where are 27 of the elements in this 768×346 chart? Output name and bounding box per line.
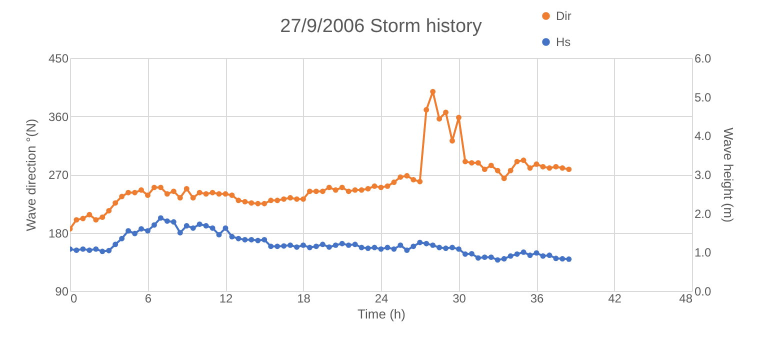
x-tick-label: 0 — [70, 292, 78, 306]
y-axis-title: Wave direction °(N) — [23, 118, 38, 232]
x-tick-label: 12 — [219, 292, 233, 306]
chart-title: 27/9/2006 Storm history — [280, 16, 482, 37]
y-tick-label: 90 — [55, 284, 69, 298]
x-tick-label: 24 — [374, 292, 388, 306]
y-tick-label: 180 — [48, 226, 69, 240]
y2-tick-label: 4.0 — [694, 129, 712, 144]
x-tick-label: 48 — [679, 292, 693, 306]
legend-label: Dir — [556, 9, 572, 23]
y2-tick-label: 2.0 — [694, 206, 712, 221]
y2-tick-label: 0.0 — [694, 284, 712, 298]
y2-tick-label: 3.0 — [694, 168, 712, 182]
x-axis-title: Time (h) — [358, 306, 406, 322]
legend-label: Hs — [556, 35, 571, 49]
y2-tick-label: 6.0 — [694, 52, 712, 66]
x-tick-label: 18 — [297, 292, 311, 306]
x-tick-label: 6 — [144, 292, 152, 306]
x-tick-label: 30 — [452, 292, 466, 306]
x-tick-label: 36 — [530, 292, 544, 306]
y2-tick-label: 5.0 — [694, 90, 712, 104]
x-tick-label: 42 — [608, 292, 622, 306]
y-tick-label: 450 — [48, 52, 69, 66]
y2-axis-title: Wave height (m) — [721, 128, 736, 222]
y-tick-label: 270 — [48, 168, 69, 182]
y2-tick-label: 1.0 — [694, 246, 712, 260]
y-tick-label: 360 — [48, 110, 69, 124]
